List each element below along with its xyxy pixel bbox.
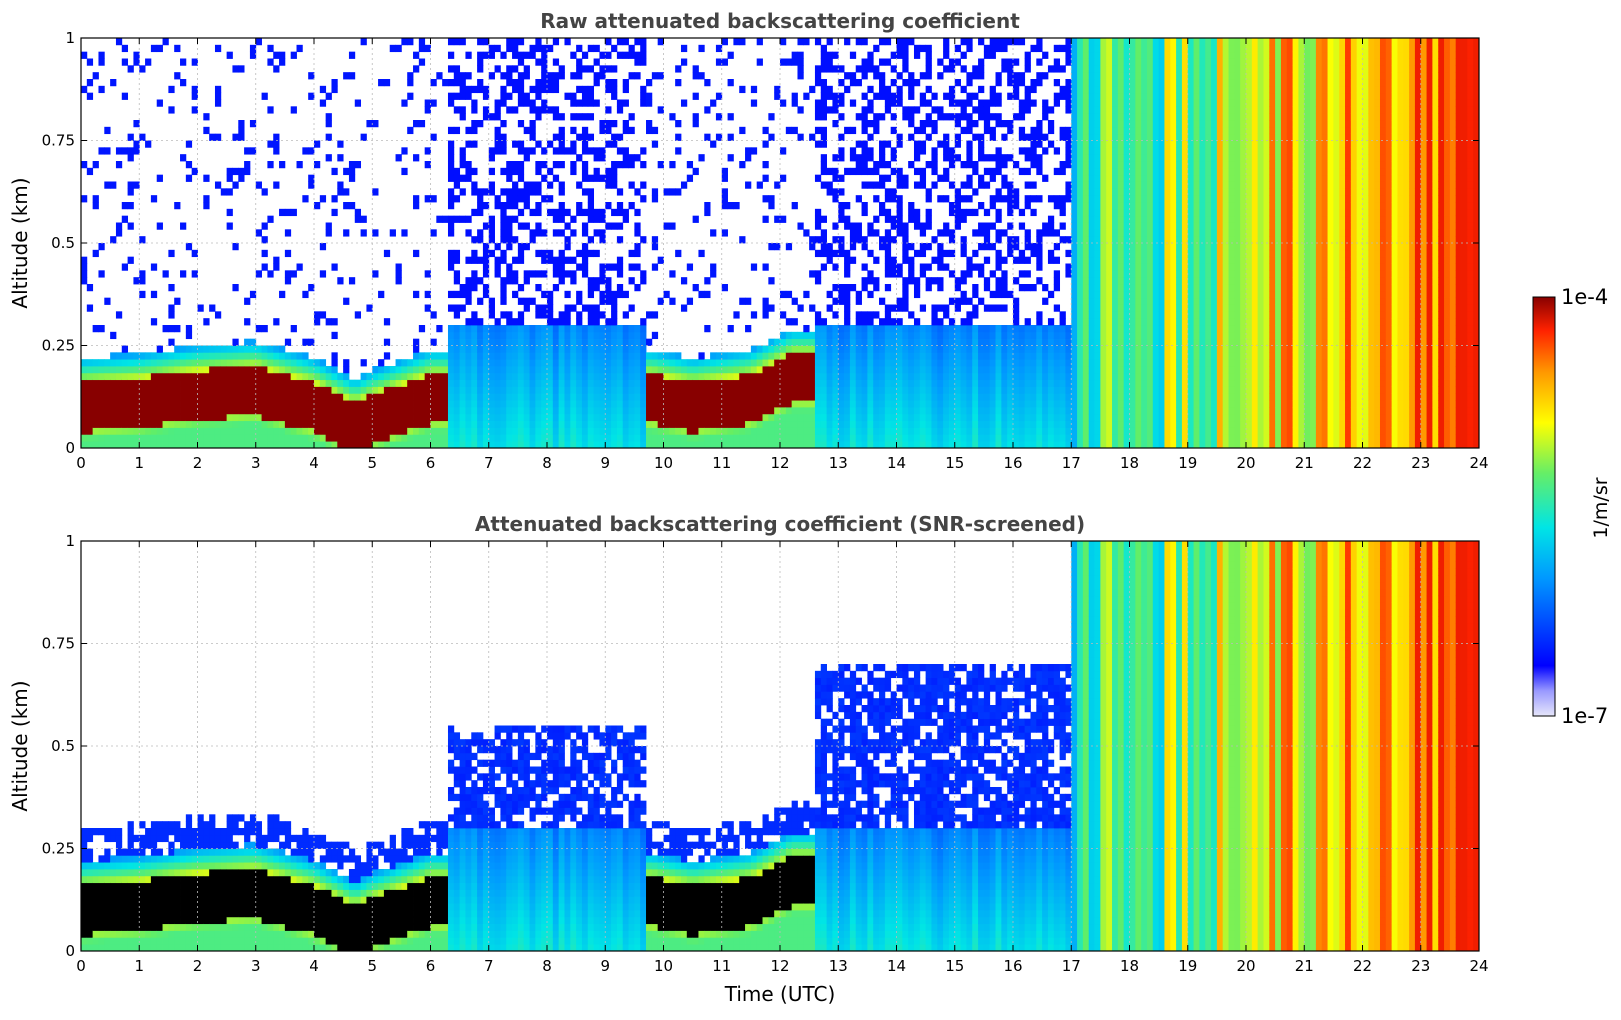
x-tick-label: 16 (1003, 957, 1022, 975)
screened-backscatter-panel: Attenuated backscattering coefficient (S… (8, 512, 1489, 1006)
y-tick-label: 0.75 (42, 635, 75, 653)
raw-gridlines (81, 38, 1479, 448)
x-tick-label: 15 (945, 454, 964, 472)
x-tick-label: 13 (829, 454, 848, 472)
x-tick-label: 6 (426, 454, 436, 472)
x-tick-label: 2 (193, 454, 203, 472)
x-tick-label: 5 (367, 454, 377, 472)
screened-heatmap (81, 541, 1479, 951)
y-tick-label: 0.75 (42, 132, 75, 150)
x-tick-label: 6 (426, 957, 436, 975)
x-tick-label: 16 (1003, 454, 1022, 472)
x-tick-label: 8 (542, 454, 552, 472)
colorbar: 1e-4 1e-7 1/m/sr (1532, 285, 1612, 728)
screened-y-ticks: 0 0.25 0.5 0.75 1 (42, 532, 1479, 960)
y-tick-label: 0.25 (42, 337, 75, 355)
x-tick-label: 12 (770, 957, 789, 975)
x-tick-label: 22 (1353, 454, 1372, 472)
colorbar-unit-label: 1/m/sr (1590, 477, 1612, 538)
x-tick-label: 10 (654, 454, 673, 472)
x-tick-label: 0 (76, 957, 86, 975)
colorbar-gradient (1532, 296, 1556, 717)
x-tick-label: 9 (600, 454, 610, 472)
x-tick-label: 0 (76, 454, 86, 472)
y-tick-label: 1 (65, 29, 75, 47)
x-tick-label: 24 (1469, 957, 1488, 975)
x-tick-label: 2 (193, 957, 203, 975)
x-tick-label: 17 (1062, 454, 1081, 472)
x-tick-label: 18 (1120, 957, 1139, 975)
y-tick-label: 0.5 (51, 234, 75, 252)
raw-heatmap (81, 38, 1479, 448)
x-tick-label: 4 (309, 957, 319, 975)
panel-title-screened: Attenuated backscattering coefficient (S… (475, 512, 1085, 536)
colorbar-max-label: 1e-4 (1561, 285, 1608, 309)
panel-title-raw: Raw attenuated backscattering coefficien… (540, 9, 1020, 33)
x-tick-label: 3 (251, 454, 261, 472)
x-tick-label: 23 (1411, 454, 1430, 472)
x-tick-label: 18 (1120, 454, 1139, 472)
x-tick-label: 14 (887, 454, 906, 472)
x-tick-label: 11 (712, 454, 731, 472)
x-tick-label: 7 (484, 957, 494, 975)
x-tick-label: 19 (1178, 454, 1197, 472)
x-tick-label: 21 (1295, 454, 1314, 472)
x-tick-label: 20 (1236, 957, 1255, 975)
x-tick-label: 21 (1295, 957, 1314, 975)
raw-y-ticks: 0 0.25 0.5 0.75 1 (42, 29, 1479, 457)
x-axis-label: Time (UTC) (724, 982, 836, 1006)
screened-x-ticks: 0 1 2 3 4 5 6 7 8 9 10 11 12 13 14 15 16 17 18 19 20 21 22 23 24 (76, 541, 1489, 975)
x-tick-label: 22 (1353, 957, 1372, 975)
x-tick-label: 1 (134, 957, 144, 975)
y-tick-label: 0.5 (51, 737, 75, 755)
x-tick-label: 19 (1178, 957, 1197, 975)
y-tick-label: 0 (65, 942, 75, 960)
x-tick-label: 3 (251, 957, 261, 975)
colorbar-min-label: 1e-7 (1561, 704, 1608, 728)
x-tick-label: 8 (542, 957, 552, 975)
x-tick-label: 14 (887, 957, 906, 975)
x-tick-label: 1 (134, 454, 144, 472)
x-tick-label: 13 (829, 957, 848, 975)
screened-gridlines (81, 541, 1479, 951)
x-tick-label: 15 (945, 957, 964, 975)
x-tick-label: 9 (600, 957, 610, 975)
x-tick-label: 17 (1062, 957, 1081, 975)
x-tick-label: 5 (367, 957, 377, 975)
x-tick-label: 11 (712, 957, 731, 975)
x-tick-label: 20 (1236, 454, 1255, 472)
x-tick-label: 10 (654, 957, 673, 975)
raw-backscatter-panel: Raw attenuated backscattering coefficien… (8, 9, 1489, 472)
x-tick-label: 4 (309, 454, 319, 472)
x-tick-label: 24 (1469, 454, 1488, 472)
y-tick-label: 0 (65, 439, 75, 457)
y-tick-label: 1 (65, 532, 75, 550)
raw-y-axis-label: Altitude (km) (8, 177, 32, 308)
x-tick-label: 7 (484, 454, 494, 472)
raw-x-ticks: 0 1 2 3 4 5 6 7 8 9 10 11 12 13 14 15 16 17 18 19 20 21 22 23 24 (76, 38, 1489, 472)
x-tick-label: 12 (770, 454, 789, 472)
x-tick-label: 23 (1411, 957, 1430, 975)
screened-y-axis-label: Altitude (km) (8, 680, 32, 811)
y-tick-label: 0.25 (42, 840, 75, 858)
